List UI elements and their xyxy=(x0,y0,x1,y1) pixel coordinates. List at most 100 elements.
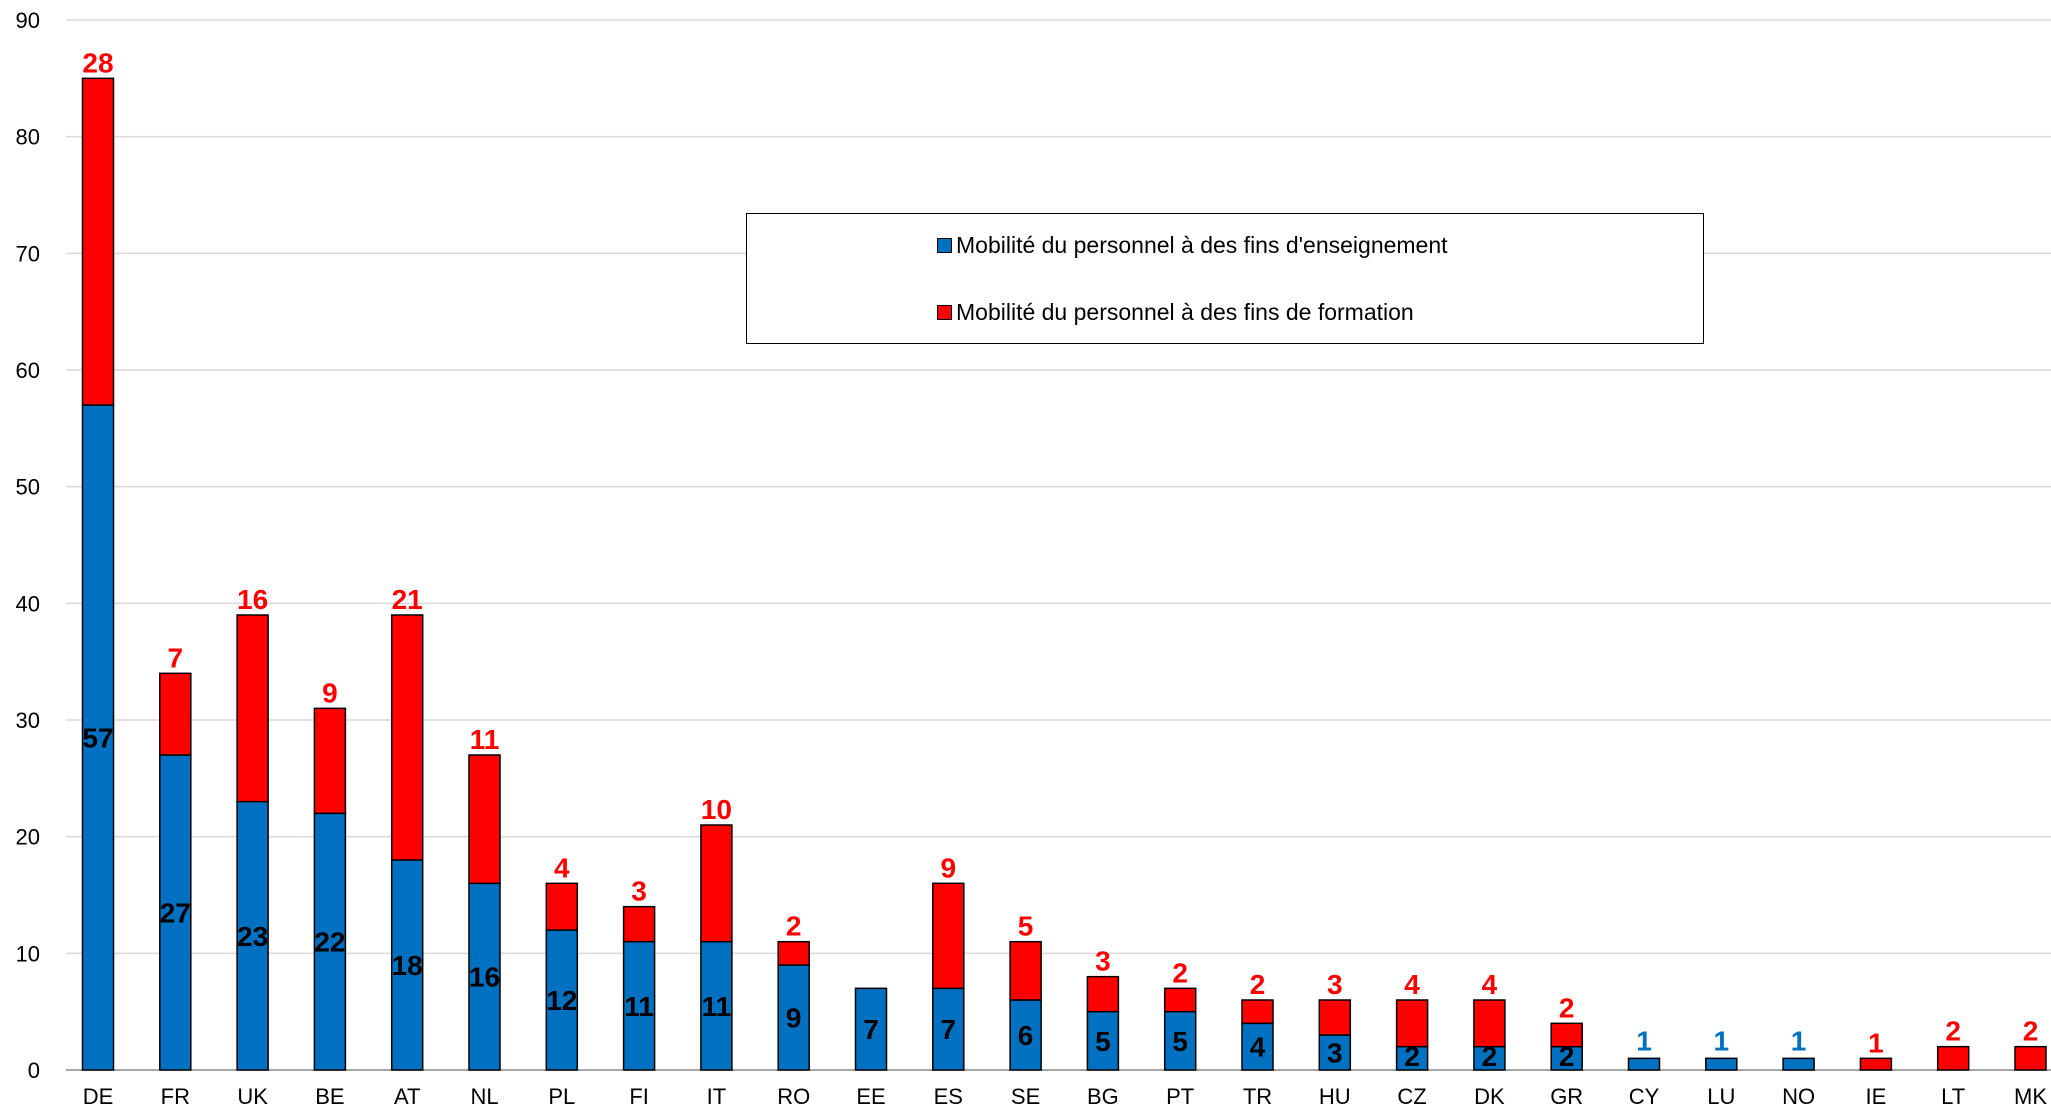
data-label-teaching: 1 xyxy=(1791,1025,1807,1056)
y-tick-label: 40 xyxy=(16,591,40,616)
data-label-teaching: 1 xyxy=(1636,1025,1652,1056)
data-label-teaching: 16 xyxy=(469,962,500,993)
y-tick-label: 50 xyxy=(16,475,40,500)
data-label-training: 9 xyxy=(941,852,957,883)
y-tick-label: 70 xyxy=(16,241,40,266)
x-axis: DE FR UK BE AT NL PL FI IT RO EE ES SE BG PT TR HU CZ DK GR… xyxy=(83,1084,2048,1109)
bar-teaching xyxy=(1705,1057,1738,1071)
bar-teaching xyxy=(1086,1010,1120,1071)
data-label-teaching: 3 xyxy=(1327,1038,1343,1069)
x-tick-label: LT xyxy=(1941,1084,1965,1109)
y-tick-label: 10 xyxy=(16,941,40,966)
data-label-training: 5 xyxy=(1018,911,1034,942)
data-label-training: 10 xyxy=(701,794,732,825)
bar-training xyxy=(1473,999,1506,1048)
x-tick-label: HU xyxy=(1319,1084,1351,1109)
data-label-teaching: 5 xyxy=(1095,1026,1111,1057)
data-label-teaching: 18 xyxy=(392,950,423,981)
data-label-training: 2 xyxy=(1172,957,1188,988)
bar-training xyxy=(1086,975,1120,1013)
data-label-teaching: 12 xyxy=(546,985,577,1016)
data-label-training: 11 xyxy=(470,724,500,755)
data-label-training: 4 xyxy=(1404,969,1420,1000)
x-tick-label: UK xyxy=(237,1084,268,1109)
bar-training xyxy=(159,672,192,756)
bar-training xyxy=(390,614,424,861)
bar-training xyxy=(932,882,965,990)
x-tick-label: IE xyxy=(1866,1084,1887,1109)
legend-label-training: Mobilité du personnel à des fins de form… xyxy=(956,299,1414,325)
data-label-teaching: 4 xyxy=(1250,1032,1266,1063)
x-tick-label: NL xyxy=(470,1084,498,1109)
data-label-teaching: 9 xyxy=(786,1003,802,1034)
bar-teaching xyxy=(1627,1057,1661,1071)
bar-training xyxy=(468,754,501,885)
y-tick-label: 60 xyxy=(16,358,40,383)
data-label-training: 9 xyxy=(322,677,338,708)
y-tick-label: 20 xyxy=(16,825,40,850)
x-tick-label: IT xyxy=(707,1084,727,1109)
y-tick-label: 0 xyxy=(28,1058,40,1083)
data-label-training: 2 xyxy=(786,911,802,942)
legend-item-teaching: Mobilité du personnel à des fins d'ensei… xyxy=(937,232,1448,259)
legend: Mobilité du personnel à des fins d'ensei… xyxy=(746,213,1704,344)
bar-teaching xyxy=(159,754,192,1071)
data-label-training: 3 xyxy=(631,876,647,907)
data-label-teaching: 11 xyxy=(702,991,732,1022)
data-label-training: 7 xyxy=(168,642,184,673)
gridlines xyxy=(66,19,2051,1071)
x-tick-label: TR xyxy=(1243,1084,1272,1109)
y-tick-label: 30 xyxy=(16,708,40,733)
data-label-training: 2 xyxy=(2023,1016,2039,1047)
y-tick-label: 90 xyxy=(16,8,40,33)
bar-training xyxy=(622,905,656,943)
data-label-teaching: 1 xyxy=(1714,1025,1730,1056)
bar-teaching xyxy=(1318,1034,1352,1071)
legend-swatch-teaching xyxy=(937,238,952,253)
data-label-training: 2 xyxy=(1250,969,1266,1000)
bar-training xyxy=(777,940,810,966)
data-label-teaching: 23 xyxy=(237,921,268,952)
x-tick-label: AT xyxy=(394,1084,420,1109)
data-label-training: 4 xyxy=(1482,969,1498,1000)
bar-training xyxy=(81,77,115,406)
y-tick-label: 80 xyxy=(16,125,40,150)
data-label-training: 1 xyxy=(1868,1027,1884,1058)
data-label-training: 2 xyxy=(1945,1016,1961,1047)
bar-teaching xyxy=(854,987,888,1071)
data-label-training: 16 xyxy=(237,584,268,615)
bar-training xyxy=(2014,1045,2047,1071)
bar-teaching xyxy=(700,940,733,1071)
bars xyxy=(81,77,2047,1071)
data-label-teaching: 2 xyxy=(1482,1041,1498,1072)
x-tick-label: NO xyxy=(1782,1084,1815,1109)
bar-training xyxy=(1241,999,1274,1025)
x-tick-label: RO xyxy=(777,1084,810,1109)
x-tick-label: GR xyxy=(1550,1084,1583,1109)
bar-training xyxy=(1936,1045,1970,1071)
bar-teaching xyxy=(390,859,424,1071)
bar-training xyxy=(1163,987,1197,1013)
data-label-teaching: 27 xyxy=(160,898,191,929)
data-label-teaching: 22 xyxy=(314,927,345,958)
x-tick-label: LU xyxy=(1707,1084,1735,1109)
data-label-teaching: 5 xyxy=(1172,1026,1188,1057)
bar-teaching xyxy=(932,987,965,1071)
data-label-teaching: 7 xyxy=(941,1014,957,1045)
bar-teaching xyxy=(1782,1057,1815,1071)
x-tick-label: PT xyxy=(1166,1084,1194,1109)
data-label-teaching: 2 xyxy=(1404,1041,1420,1072)
x-tick-label: DK xyxy=(1474,1084,1505,1109)
x-tick-label: PL xyxy=(548,1084,575,1109)
bar-teaching xyxy=(468,882,501,1071)
bar-training xyxy=(313,707,347,815)
legend-label-teaching: Mobilité du personnel à des fins d'ensei… xyxy=(956,232,1448,258)
bar-teaching xyxy=(313,812,347,1071)
bar-teaching xyxy=(545,929,579,1071)
bar-training xyxy=(236,614,269,803)
bar-training xyxy=(1550,1022,1583,1048)
x-tick-label: FR xyxy=(161,1084,190,1109)
bar-training xyxy=(1859,1057,1893,1071)
